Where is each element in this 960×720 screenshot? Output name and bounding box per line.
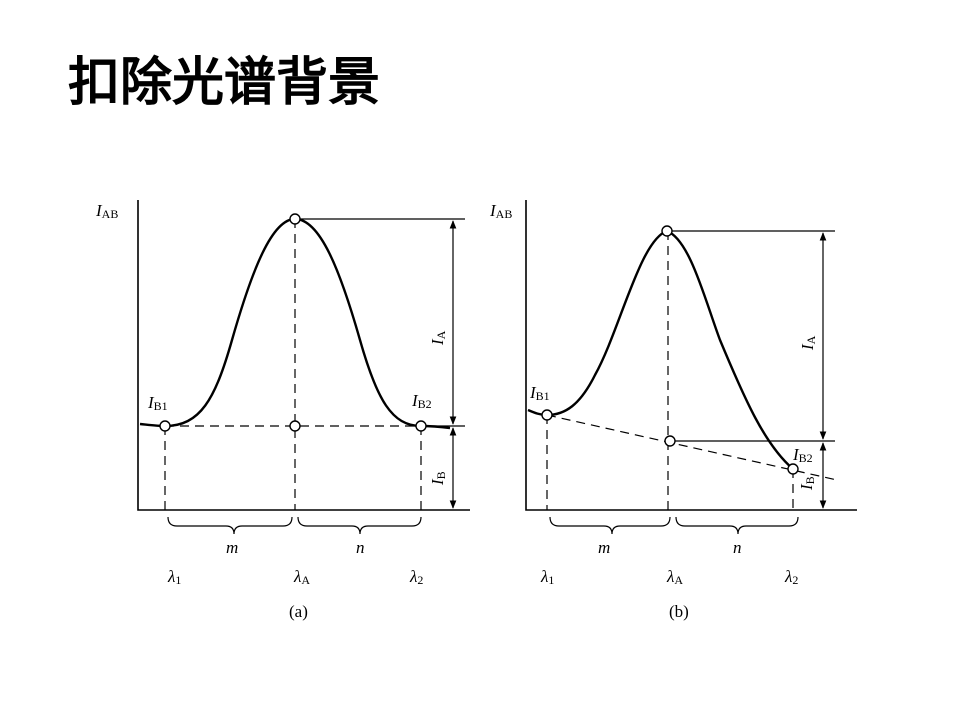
y-axis-label: IAB bbox=[489, 201, 512, 221]
label-part: I bbox=[798, 343, 817, 351]
label-part: B1 bbox=[536, 389, 550, 403]
axes bbox=[525, 200, 857, 511]
right-point bbox=[787, 463, 799, 475]
label-part: I bbox=[428, 338, 447, 346]
label-part: 1 bbox=[175, 573, 181, 587]
slide-title: 扣除光谱背景 bbox=[68, 53, 380, 113]
panel-b: IAB IB1 IB2 IA IB m n λ1 λA λ2 (b) bbox=[489, 200, 857, 621]
label-part: I bbox=[797, 483, 816, 491]
interval-n: n bbox=[733, 538, 742, 557]
label-part: I bbox=[489, 201, 497, 220]
ib2-label: IB2 bbox=[792, 445, 813, 465]
interval-n: n bbox=[356, 538, 365, 557]
label-part: λ bbox=[409, 567, 417, 586]
ib1-label: IB1 bbox=[529, 383, 550, 403]
interval-m: m bbox=[226, 538, 238, 557]
label-part: B bbox=[434, 471, 448, 479]
label-part: A bbox=[301, 573, 310, 587]
spectrum-curve bbox=[527, 229, 794, 470]
label-part: AB bbox=[102, 207, 119, 221]
panel-a: IAB IB1 IB2 IA IB m n λ1 λA λ2 (a) bbox=[95, 200, 470, 621]
label-part: B2 bbox=[799, 451, 813, 465]
braces bbox=[549, 516, 799, 535]
label-part: λ bbox=[666, 567, 674, 586]
label-part: A bbox=[434, 330, 448, 339]
right-point bbox=[415, 420, 427, 432]
lambda-2: λ2 bbox=[409, 567, 423, 587]
label-part: B bbox=[803, 476, 817, 484]
braces bbox=[167, 516, 422, 535]
ib-label: IB bbox=[428, 471, 448, 486]
label-part: B1 bbox=[154, 399, 168, 413]
ib-label: IB bbox=[797, 476, 817, 491]
dashed-guides bbox=[164, 219, 422, 510]
label-part: I bbox=[147, 393, 155, 412]
lambda-1: λ1 bbox=[540, 567, 554, 587]
label-part: I bbox=[792, 445, 800, 464]
ia-label: IA bbox=[798, 335, 818, 351]
label-part: A bbox=[804, 335, 818, 344]
ib2-label: IB2 bbox=[411, 391, 432, 411]
label-part: I bbox=[95, 201, 103, 220]
level-lines bbox=[295, 218, 465, 427]
label-part: I bbox=[411, 391, 419, 410]
lambda-2: λ2 bbox=[784, 567, 798, 587]
interval-m: m bbox=[598, 538, 610, 557]
caption: (a) bbox=[289, 602, 308, 621]
left-point bbox=[159, 420, 171, 432]
lambda-a: λA bbox=[666, 567, 683, 587]
mid-point bbox=[664, 435, 676, 447]
level-lines bbox=[667, 230, 835, 442]
label-part: 2 bbox=[417, 573, 423, 587]
dashed-guides bbox=[546, 231, 838, 510]
label-part: λ bbox=[784, 567, 792, 586]
label-part: B2 bbox=[418, 397, 432, 411]
caption: (b) bbox=[669, 602, 689, 621]
label-part: I bbox=[529, 383, 537, 402]
y-axis-label: IAB bbox=[95, 201, 118, 221]
mid-point bbox=[289, 420, 301, 432]
peak-point bbox=[289, 213, 301, 225]
label-part: 1 bbox=[548, 573, 554, 587]
ib1-label: IB1 bbox=[147, 393, 168, 413]
label-part: I bbox=[428, 478, 447, 486]
ia-label: IA bbox=[428, 330, 448, 346]
lambda-a: λA bbox=[293, 567, 310, 587]
lambda-1: λ1 bbox=[167, 567, 181, 587]
label-part: λ bbox=[540, 567, 548, 586]
peak-point bbox=[661, 225, 673, 237]
label-part: AB bbox=[496, 207, 513, 221]
axes bbox=[137, 200, 470, 511]
label-part: A bbox=[674, 573, 683, 587]
label-part: 2 bbox=[792, 573, 798, 587]
label-part: λ bbox=[293, 567, 301, 586]
label-part: λ bbox=[167, 567, 175, 586]
left-point bbox=[541, 409, 553, 421]
